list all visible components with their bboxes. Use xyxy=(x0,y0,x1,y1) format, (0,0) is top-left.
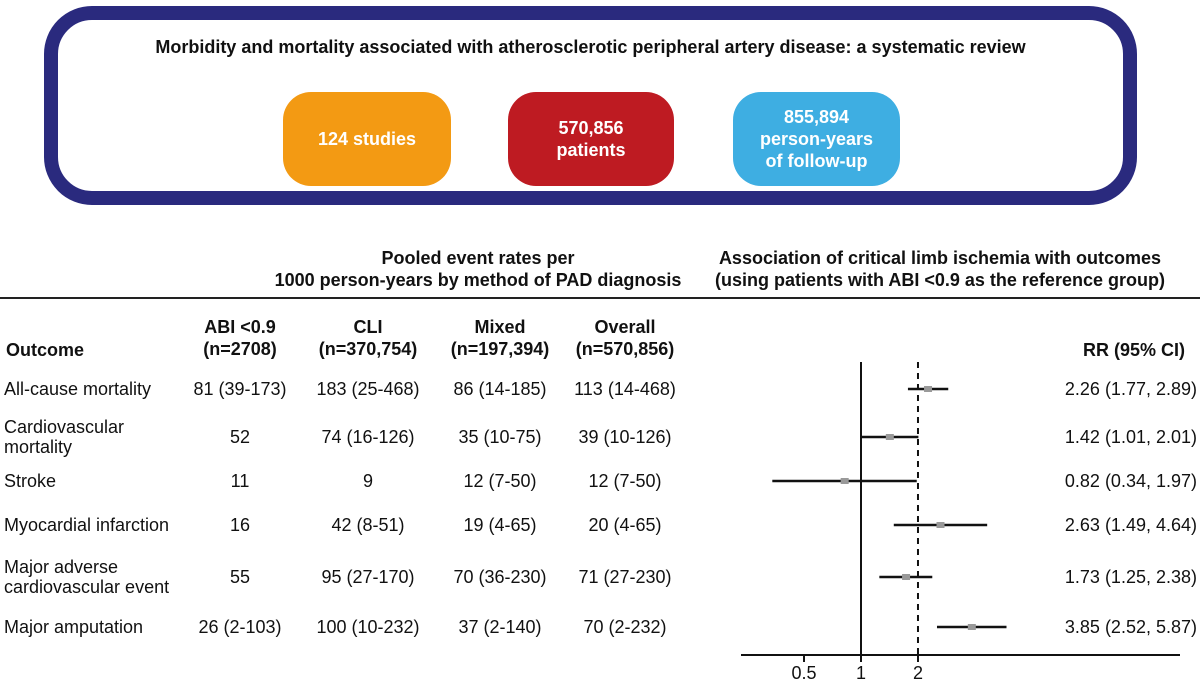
rr-point xyxy=(967,624,976,630)
rate-cell-abi: 16 xyxy=(229,515,251,535)
x-tick-label: 1 xyxy=(856,663,866,681)
association-header: Association of critical limb ischemia wi… xyxy=(685,247,1195,291)
summary-frame xyxy=(44,6,1137,205)
stat-patients-line: patients xyxy=(556,140,626,160)
pooled-rates-header: Pooled event rates per 1000 person-years… xyxy=(238,247,718,291)
stat-follow-up-line: 855,894 xyxy=(783,107,850,127)
column-header-mixed: Mixed (n=197,394) xyxy=(430,316,570,360)
rate-cell-abi: 55 xyxy=(229,567,251,587)
association-header-line: (using patients with ABI <0.9 as the ref… xyxy=(715,270,1165,290)
column-header-abi-line: (n=2708) xyxy=(203,339,277,359)
rate-cell-abi: 52 xyxy=(229,427,251,447)
rate-cell-mixed: 12 (7-50) xyxy=(463,471,537,491)
column-header-mixed-line: Mixed xyxy=(474,317,526,337)
rr-point xyxy=(885,434,894,440)
x-tick-label: 0.5 xyxy=(791,663,816,681)
review-title: Morbidity and mortality associated with … xyxy=(155,37,1026,57)
outcome-label-line: Stroke xyxy=(4,471,57,491)
rate-cell-mixed: 70 (36-230) xyxy=(453,567,547,587)
outcome-label-line: Major amputation xyxy=(4,617,144,637)
rate-cell-cli: 183 (25-468) xyxy=(316,379,420,399)
stat-patients-line: 570,856 xyxy=(558,118,624,138)
stat-studies-line: 124 studies xyxy=(317,129,417,149)
outcome-label: Myocardial infarction xyxy=(4,515,169,535)
outcome-label: Cardiovascular mortality xyxy=(4,417,124,457)
column-header-abi: ABI <0.9 (n=2708) xyxy=(180,316,300,360)
outcome-label: Stroke xyxy=(4,471,56,491)
stat-follow-up: 855,894 person-years of follow-up xyxy=(733,92,900,186)
outcome-label-line: Major adverse xyxy=(4,557,119,577)
outcome-label-line: All-cause mortality xyxy=(4,379,152,399)
rr-point xyxy=(924,386,933,392)
rate-cell-cli: 95 (27-170) xyxy=(321,567,415,587)
rr-ci-label: 2.26 (1.77, 2.89) xyxy=(1064,379,1197,399)
column-header-cli-line: (n=370,754) xyxy=(318,339,418,359)
column-header-cli-line: CLI xyxy=(353,317,383,337)
rr-point xyxy=(902,574,911,580)
pooled-rates-header-line: Pooled event rates per xyxy=(381,248,575,268)
rr-ci-label: 0.82 (0.34, 1.97) xyxy=(1064,471,1197,491)
stat-follow-up-line: of follow-up xyxy=(765,151,868,171)
rate-cell-cli: 74 (16-126) xyxy=(321,427,415,447)
rr-ci-label: 1.73 (1.25, 2.38) xyxy=(1064,567,1197,587)
outcome-label-line: mortality xyxy=(4,437,73,457)
outcome-label: Major adverse cardiovascular event xyxy=(4,557,169,597)
outcome-label-line: Cardiovascular xyxy=(4,417,125,437)
pooled-rates-header-line: 1000 person-years by method of PAD diagn… xyxy=(274,270,682,290)
rate-cell-abi: 11 xyxy=(230,471,250,491)
stat-follow-up-line: person-years xyxy=(759,129,874,149)
outcome-label: Major amputation xyxy=(4,617,143,637)
rr-ci-label: 3.85 (2.52, 5.87) xyxy=(1064,617,1197,637)
rr-ci-label: 1.42 (1.01, 2.01) xyxy=(1064,427,1197,447)
stat-patients: 570,856 patients xyxy=(508,92,674,186)
rate-cell-overall: 71 (27-230) xyxy=(578,567,672,587)
rate-cell-overall: 39 (10-126) xyxy=(578,427,672,447)
x-tick-label: 2 xyxy=(913,663,923,681)
column-header-overall-line: (n=570,856) xyxy=(575,339,675,359)
column-header-abi-line: ABI <0.9 xyxy=(204,317,276,337)
column-header-overall: Overall (n=570,856) xyxy=(555,316,695,360)
column-header-mixed-line: (n=197,394) xyxy=(450,339,550,359)
rate-cell-overall: 20 (4-65) xyxy=(588,515,662,535)
rate-cell-mixed: 37 (2-140) xyxy=(458,617,542,637)
rate-cell-cli: 9 xyxy=(362,471,373,491)
rate-cell-mixed: 86 (14-185) xyxy=(453,379,547,399)
column-header-overall-line: Overall xyxy=(594,317,656,337)
header-rule xyxy=(0,297,1200,299)
rate-cell-abi: 26 (2-103) xyxy=(198,617,282,637)
rr-ci-label: 2.63 (1.49, 4.64) xyxy=(1064,515,1197,535)
column-header-cli: CLI (n=370,754) xyxy=(298,316,438,360)
outcome-label: All-cause mortality xyxy=(4,379,151,399)
stat-studies: 124 studies xyxy=(283,92,451,186)
outcome-label-line: cardiovascular event xyxy=(4,577,170,597)
rr-point xyxy=(936,522,945,528)
rr-point xyxy=(840,478,849,484)
outcome-label-line: Myocardial infarction xyxy=(4,515,170,535)
rate-cell-overall: 113 (14-468) xyxy=(574,379,676,399)
rate-cell-mixed: 35 (10-75) xyxy=(458,427,542,447)
rate-cell-overall: 70 (2-232) xyxy=(583,617,667,637)
column-header-outcome: Outcome xyxy=(6,340,85,360)
association-header-line: Association of critical limb ischemia wi… xyxy=(718,248,1162,268)
rate-cell-abi: 81 (39-173) xyxy=(193,379,287,399)
rate-cell-overall: 12 (7-50) xyxy=(588,471,662,491)
column-header-rr: RR (95% CI) xyxy=(1082,340,1185,360)
rate-cell-cli: 42 (8-51) xyxy=(331,515,405,535)
rate-cell-mixed: 19 (4-65) xyxy=(463,515,537,535)
rate-cell-cli: 100 (10-232) xyxy=(316,617,420,637)
